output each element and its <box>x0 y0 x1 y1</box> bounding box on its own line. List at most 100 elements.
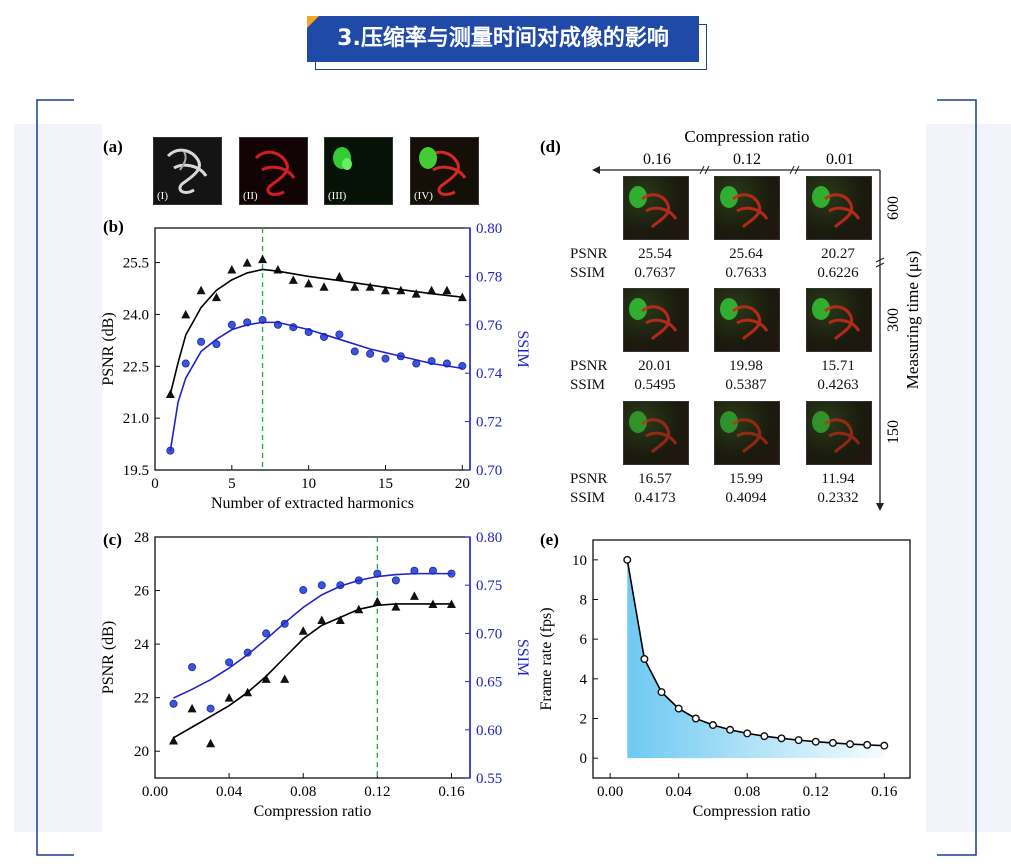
frame-rate-point <box>640 655 649 664</box>
y-tick-label-e: 8 <box>580 593 588 609</box>
d-right-arrow-icon <box>876 503 884 511</box>
x-axis-label-b: Number of extracted harmonics <box>211 495 414 512</box>
frame-rate-point <box>743 729 752 738</box>
image-i-grayscale: (I) <box>153 137 222 205</box>
image-iii-label: (III) <box>328 190 347 202</box>
x-tick-label-b: 5 <box>228 476 236 492</box>
d-psnr-value: 25.64 <box>729 246 763 262</box>
x-tick-label-b: 0 <box>151 476 159 492</box>
d-ssim-value: 0.5387 <box>725 377 767 393</box>
d-psnr-value: 11.94 <box>821 471 855 487</box>
x-tick-label-e: 0.08 <box>734 784 760 800</box>
d-right-break-icon <box>875 257 885 268</box>
psnr-point-c <box>391 602 401 611</box>
d-image-structure <box>812 186 861 229</box>
psnr-point-b <box>380 285 390 295</box>
d-psnr-label: PSNR <box>570 246 608 262</box>
y-tick-label-b: 24.0 <box>123 307 149 323</box>
d-ssim-value: 0.7633 <box>725 265 767 281</box>
frame-rate-point <box>657 688 666 697</box>
psnr-point-b <box>334 271 344 281</box>
panel-label-b: (b) <box>103 217 124 236</box>
title-banner: 3.压缩率与测量时间对成像的影响 <box>307 16 707 70</box>
image-iii-green: (III) <box>324 137 393 205</box>
ssim-point-c <box>299 586 308 595</box>
psnr-point-c <box>317 615 327 625</box>
d-image-structure <box>812 298 861 341</box>
y-axis-label-b: PSNR (dB) <box>100 312 117 385</box>
x-tick-label-c: 0.04 <box>216 784 243 800</box>
ssim-point-b <box>350 347 359 356</box>
left-side-panel <box>14 124 102 832</box>
d-row-time-1: 600 <box>885 196 902 220</box>
ssim-point-c <box>206 704 215 713</box>
image-ii-label: (II) <box>243 190 258 202</box>
d-image-r2-c3 <box>806 288 872 352</box>
d-image-r1-c2 <box>714 176 780 240</box>
y-axis-label-c: PSNR (dB) <box>100 621 117 694</box>
d-top-arrow-icon <box>592 166 600 174</box>
d-ssim-value: 0.6226 <box>817 265 859 281</box>
d-psnr-value: 20.27 <box>821 246 855 262</box>
y2-tick-label-c: 0.75 <box>476 578 502 594</box>
series-line-b-3 <box>169 321 463 451</box>
y2-axis-label-c: SSIM <box>514 639 531 676</box>
psnr-point-b <box>196 285 206 295</box>
psnr-point-c <box>169 736 179 745</box>
area-fill <box>627 559 885 759</box>
y-tick-label-c: 22 <box>134 691 149 707</box>
y2-tick-label-c: 0.60 <box>476 723 502 739</box>
psnr-point-c <box>187 703 197 713</box>
ssim-point-c <box>243 648 252 657</box>
right-side-panel <box>926 124 1011 832</box>
ssim-point-b <box>197 337 206 346</box>
d-psnr-value: 19.98 <box>729 358 763 374</box>
d-image-r3-c1 <box>623 401 689 465</box>
d-image-structure <box>720 411 769 454</box>
y-tick-label-b: 19.5 <box>123 463 149 479</box>
d-ssim-label: SSIM <box>570 490 606 506</box>
frame-rate-point <box>726 725 735 734</box>
y-tick-label-e: 6 <box>580 632 588 648</box>
panel-label-a: (a) <box>103 137 123 156</box>
d-col-label-1: 0.16 <box>643 151 671 168</box>
y-tick-label-e: 10 <box>572 553 587 569</box>
frame-rate-point <box>794 736 803 745</box>
psnr-point-b <box>304 278 314 288</box>
psnr-point-b <box>427 285 437 295</box>
d-psnr-label: PSNR <box>570 471 608 487</box>
d-ssim-value: 0.4263 <box>817 377 859 393</box>
x-tick-label-b: 15 <box>378 476 393 492</box>
x-tick-label-b: 10 <box>301 476 316 492</box>
image-iv-merged: (IV) <box>410 137 479 205</box>
d-row-time-2: 300 <box>885 308 902 332</box>
psnr-point-b <box>350 282 360 291</box>
d-top-break-1-icon <box>699 165 710 175</box>
y-tick-label-c: 26 <box>134 584 150 600</box>
d-ssim-label: SSIM <box>570 377 606 393</box>
psnr-point-b <box>181 309 191 319</box>
panel-label-d: (d) <box>540 137 561 156</box>
ssim-point-c <box>188 663 197 672</box>
x-axis-label-e: Compression ratio <box>693 803 811 820</box>
d-col-label-3: 0.01 <box>826 151 854 168</box>
d-image-structure <box>629 186 678 229</box>
image-iv-structure <box>419 147 467 196</box>
image-ii-structure <box>254 150 296 196</box>
ssim-point-c <box>262 629 271 638</box>
frame-rate-point <box>828 738 837 747</box>
y2-tick-label-c: 0.70 <box>476 626 502 642</box>
frame-rate-point <box>760 732 769 741</box>
ssim-point-b <box>212 340 221 349</box>
d-psnr-value: 20.01 <box>638 358 672 374</box>
d-image-r2-c2 <box>714 288 780 352</box>
d-top-break-2-icon <box>789 165 800 175</box>
x-axis-label-c: Compression ratio <box>254 803 372 820</box>
frame-rate-point <box>691 714 700 723</box>
psnr-point-b <box>227 264 237 274</box>
psnr-point-b <box>258 254 268 264</box>
psnr-point-c <box>409 591 419 600</box>
psnr-point-c <box>224 693 234 702</box>
